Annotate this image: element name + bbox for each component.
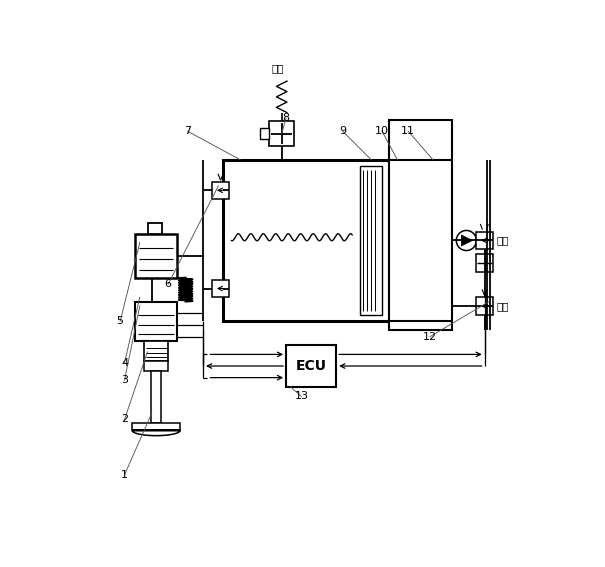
Text: 9: 9 [339,126,347,136]
Text: 4: 4 [121,358,128,368]
Bar [144,341,168,361]
Bar [212,181,229,199]
Text: 3: 3 [121,375,128,385]
Text: 6: 6 [165,279,172,289]
Polygon shape [132,430,180,435]
Text: 风管: 风管 [497,235,509,246]
Text: 2: 2 [121,414,128,425]
Bar [388,120,452,330]
Bar [360,166,382,315]
Bar [132,422,180,430]
Text: ECU: ECU [296,359,327,373]
Text: 1: 1 [121,470,128,480]
Bar [269,121,294,146]
Bar [148,223,162,234]
Bar [212,280,229,297]
Bar [223,160,388,321]
Text: 5: 5 [117,316,123,326]
Text: 11: 11 [401,126,415,136]
Bar [144,361,168,371]
Text: 8: 8 [283,113,290,123]
Text: 大气: 大气 [271,64,284,73]
Bar [151,371,162,422]
Bar [136,234,177,278]
Bar [476,255,494,272]
Bar [260,128,269,139]
Bar [136,302,177,341]
Bar [476,297,494,315]
Text: 12: 12 [423,332,437,341]
Text: 水管: 水管 [497,301,509,311]
Bar [286,345,336,387]
Text: 7: 7 [185,126,191,136]
Polygon shape [462,235,473,246]
Text: 13: 13 [294,391,309,401]
Text: 10: 10 [375,126,389,136]
Bar [476,232,494,249]
